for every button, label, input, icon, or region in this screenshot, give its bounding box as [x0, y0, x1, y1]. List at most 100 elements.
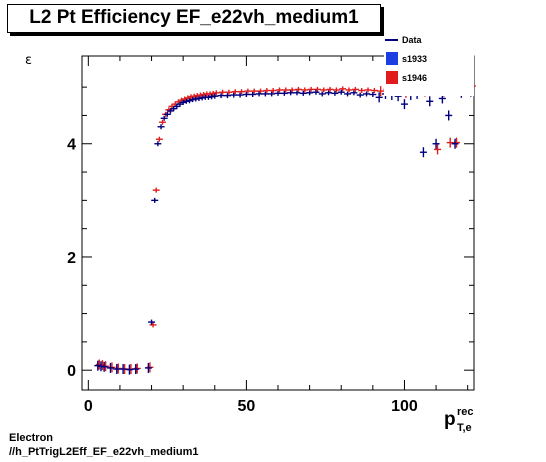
legend-entry: Data: [385, 35, 423, 45]
s1946-point: [269, 88, 277, 94]
data-point: [426, 96, 434, 107]
s1946-point: [276, 87, 283, 93]
x-axis-label-sub: T,e: [457, 422, 472, 434]
s1946-point: [358, 88, 366, 94]
data-point: [363, 91, 371, 97]
data-point: [144, 362, 152, 373]
s1946-point: [345, 87, 353, 93]
data-point: [261, 91, 269, 97]
data-point: [151, 197, 159, 203]
data-point: [337, 89, 345, 95]
x-axis-label-sup: rec: [457, 406, 474, 418]
s1946-point: [212, 90, 220, 96]
s1946-point: [159, 119, 167, 125]
data-point: [369, 91, 377, 97]
s1946-point: [294, 86, 302, 92]
s1946-point: [377, 86, 385, 97]
data-point: [325, 90, 333, 96]
data-point: [217, 93, 225, 99]
data-point: [163, 111, 171, 117]
s1946-point: [244, 88, 252, 94]
footer-category: Electron: [9, 432, 54, 444]
s1946-point: [320, 87, 328, 93]
chart-title-box: L2 Pt Efficiency EF_e22vh_medium1: [7, 4, 381, 33]
y-tick-label: 0: [67, 363, 76, 380]
x-tick-label: 100: [391, 398, 418, 415]
data-point: [350, 90, 358, 96]
x-tick-label: 0: [84, 398, 93, 415]
data-point: [160, 115, 168, 121]
data-point: [132, 364, 140, 375]
data-point: [268, 91, 276, 97]
data-point: [100, 361, 108, 372]
data-point: [113, 364, 121, 375]
s1946-point: [339, 86, 347, 92]
data-point: [331, 90, 339, 96]
legend-label: Data: [402, 35, 423, 45]
data-point: [274, 90, 282, 96]
s1946-point: [351, 86, 359, 92]
legend-box-marker: [386, 71, 398, 84]
legend-label: s1946: [402, 73, 427, 83]
legend-box-marker: [386, 52, 398, 65]
data-point: [432, 138, 440, 149]
data-point: [236, 92, 244, 98]
legend: Data s1933 s1946: [384, 30, 474, 96]
data-point: [299, 90, 307, 96]
chart-title: L2 Pt Efficiency EF_e22vh_medium1: [29, 7, 359, 28]
y-tick-label: 4: [67, 137, 76, 154]
s1946-point: [434, 144, 442, 155]
data-point: [106, 362, 114, 373]
data-point: [223, 93, 231, 99]
y-tick-label: 2: [67, 250, 76, 267]
data-point: [306, 90, 314, 96]
data-point: [119, 364, 127, 375]
s1946-point: [225, 89, 233, 95]
data-point: [451, 138, 459, 149]
s1946-point: [332, 87, 340, 93]
data-point: [293, 90, 301, 96]
data-point: [356, 92, 364, 98]
data-point: [230, 92, 238, 98]
x-axis-label-main: p: [444, 409, 456, 430]
data-point: [211, 93, 219, 99]
legend-entry: s1946: [386, 71, 427, 84]
x-tick-label: 50: [237, 398, 255, 415]
data-point: [280, 90, 288, 96]
s1946-point: [231, 89, 239, 95]
s1946-point: [219, 89, 227, 95]
legend-label: s1933: [402, 54, 427, 64]
data-point: [148, 319, 156, 325]
data-point: [157, 124, 165, 130]
s1946-point: [152, 187, 160, 193]
data-point: [375, 92, 383, 103]
s1946-point: [250, 88, 258, 94]
s1946-point: [288, 87, 296, 93]
data-point: [154, 141, 162, 147]
data-point: [312, 89, 320, 95]
s1946-point: [453, 137, 461, 148]
y-axis-label: ε: [25, 53, 32, 68]
s1946-point: [155, 136, 163, 142]
s1946-point: [257, 88, 265, 94]
s1946-point: [364, 87, 372, 93]
s1946-point: [301, 87, 309, 93]
plot-frame: [81, 55, 475, 391]
legend-entry: s1933: [386, 52, 427, 65]
data-point: [255, 91, 263, 97]
data-point: [287, 90, 295, 96]
data-point: [400, 99, 408, 110]
s1946-point: [149, 322, 157, 328]
s1946-point: [370, 88, 378, 94]
s1946-point: [238, 89, 246, 95]
data-point: [445, 110, 453, 121]
data-point: [242, 91, 250, 97]
s1946-point: [446, 137, 454, 148]
s1946-point: [326, 86, 334, 92]
data-point: [344, 91, 352, 97]
data-point: [249, 91, 257, 97]
s1946-point: [282, 87, 290, 93]
s1946-point: [313, 86, 321, 92]
footer-histogram-path: //h_PtTrigL2Eff_EF_e22vh_medium1: [9, 446, 199, 458]
